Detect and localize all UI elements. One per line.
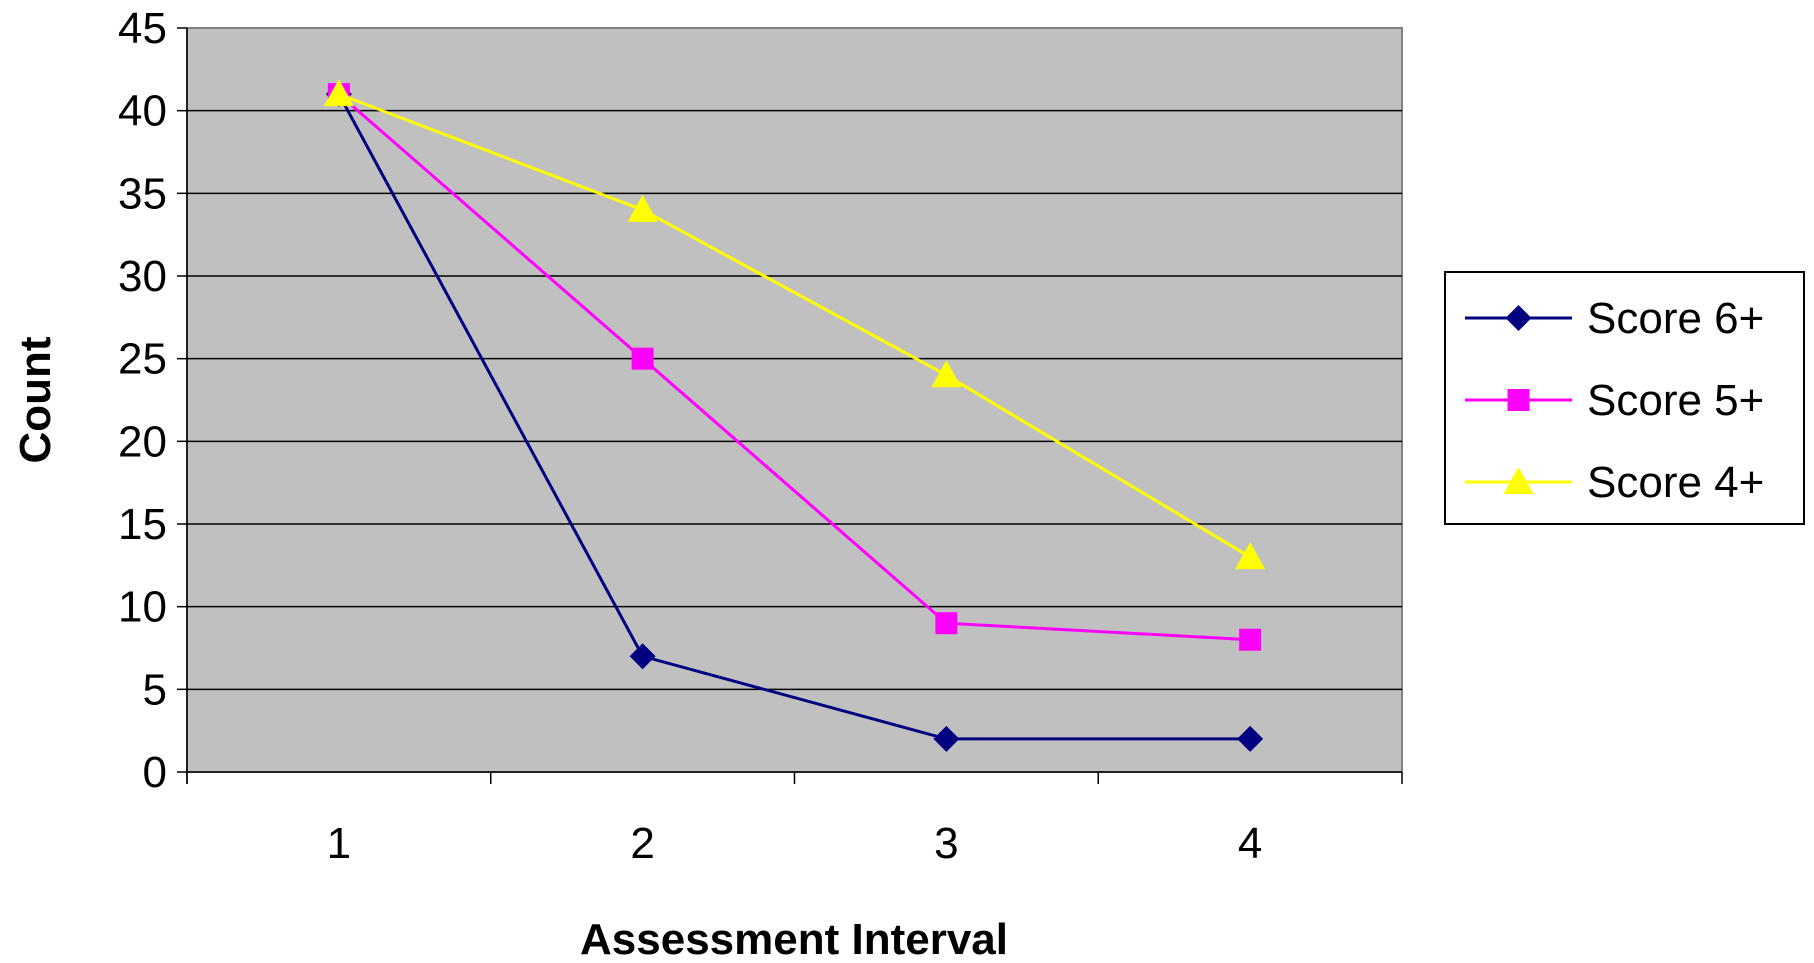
data-point	[627, 194, 658, 222]
y-tick-label: 15	[118, 500, 167, 549]
legend-item: Score 6+	[1465, 294, 1764, 343]
x-axis: 1 2 3 4	[186, 771, 1403, 868]
y-axis-title: Count	[11, 336, 60, 463]
y-tick-label: 40	[118, 87, 167, 136]
y-axis: 0 5 10 15 20 25 30 35 40 45	[118, 4, 188, 797]
series-line	[337, 93, 1251, 741]
legend-item: Score 5+	[1465, 376, 1764, 425]
data-point	[931, 360, 962, 388]
x-tick-label: 3	[934, 819, 958, 868]
legend: Score 6+ Score 5+ Score 4+	[1444, 271, 1805, 525]
legend-label: Score 4+	[1587, 458, 1764, 507]
y-tick-label: 30	[118, 252, 167, 301]
y-tick-label: 45	[118, 4, 167, 53]
x-axis-title: Assessment Interval	[580, 915, 1008, 963]
x-tick-label: 2	[630, 819, 654, 868]
gridlines	[187, 109, 1402, 691]
series-3	[323, 79, 1266, 570]
series-line	[337, 93, 1251, 642]
y-tick-label: 20	[118, 417, 167, 466]
data-point	[1239, 628, 1262, 651]
legend-marker	[1507, 389, 1530, 411]
plot-area	[186, 27, 1403, 773]
data-point	[629, 643, 656, 670]
legend-marker	[1505, 305, 1532, 331]
x-tick-label: 1	[327, 819, 351, 868]
series-layer	[323, 79, 1266, 752]
data-point	[1235, 542, 1266, 570]
legend-label: Score 5+	[1587, 376, 1764, 425]
data-point	[933, 725, 960, 752]
series-line	[338, 92, 1251, 559]
x-tick-label: 4	[1238, 819, 1262, 868]
data-point	[1237, 725, 1264, 752]
data-point	[935, 612, 958, 635]
legend-item: Score 4+	[1465, 458, 1764, 507]
data-point	[631, 347, 654, 370]
y-tick-label: 25	[118, 335, 167, 384]
y-tick-label: 35	[118, 169, 167, 218]
y-tick-label: 10	[118, 583, 167, 632]
y-tick-label: 0	[143, 748, 167, 797]
legend-label: Score 6+	[1587, 294, 1764, 343]
data-point	[323, 79, 354, 107]
legend-marker	[1503, 467, 1534, 494]
y-tick-label: 5	[143, 665, 167, 714]
